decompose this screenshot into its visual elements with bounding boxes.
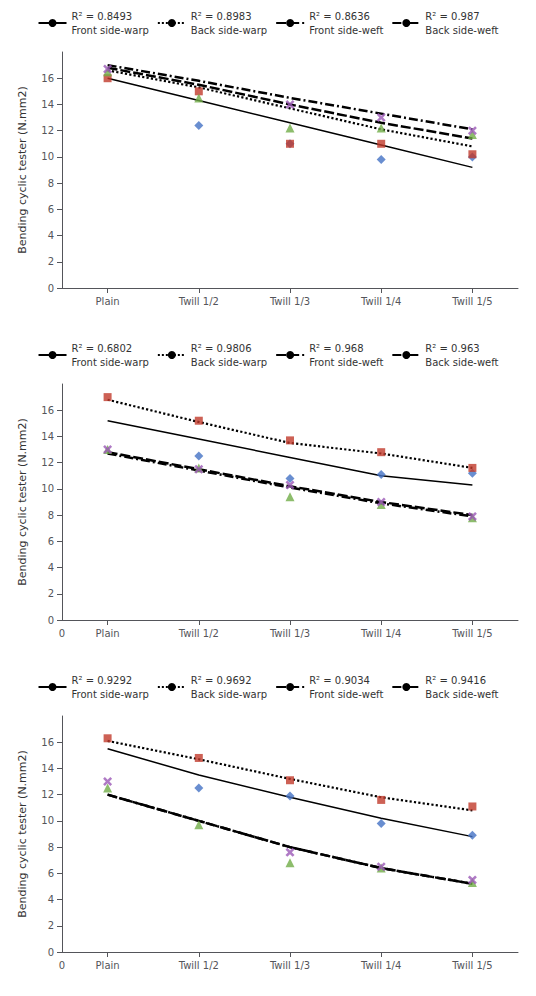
svg-text:6: 6 <box>48 204 54 215</box>
svg-text:0: 0 <box>48 615 54 626</box>
svg-text:12: 12 <box>41 789 54 800</box>
svg-text:Back side-warp: Back side-warp <box>191 357 267 368</box>
svg-text:14: 14 <box>41 763 54 774</box>
svg-text:10: 10 <box>41 815 54 826</box>
svg-text:4: 4 <box>48 562 54 573</box>
svg-text:2: 2 <box>48 256 54 267</box>
svg-text:Front side-weft: Front side-weft <box>309 689 383 700</box>
svg-text:8: 8 <box>48 510 54 521</box>
svg-text:0: 0 <box>59 628 65 639</box>
svg-text:Back side-weft: Back side-weft <box>425 25 498 36</box>
svg-text:Plain: Plain <box>96 960 120 971</box>
svg-text:R² = 0.8983: R² = 0.8983 <box>191 11 252 22</box>
svg-text:Twill 1/3: Twill 1/3 <box>269 296 310 307</box>
svg-text:14: 14 <box>41 99 54 110</box>
svg-text:0: 0 <box>48 947 54 958</box>
svg-text:R² = 0.963: R² = 0.963 <box>425 343 479 354</box>
svg-text:Front side-weft: Front side-weft <box>309 357 383 368</box>
svg-text:Plain: Plain <box>96 628 120 639</box>
svg-text:0: 0 <box>59 960 65 971</box>
svg-text:Twill 1/5: Twill 1/5 <box>451 628 492 639</box>
svg-text:Twill 1/3: Twill 1/3 <box>269 628 310 639</box>
svg-text:6: 6 <box>48 868 54 879</box>
svg-text:Twill 1/4: Twill 1/4 <box>360 296 401 307</box>
svg-text:Twill 1/5: Twill 1/5 <box>451 960 492 971</box>
svg-text:Twill 1/2: Twill 1/2 <box>178 960 219 971</box>
svg-text:4: 4 <box>48 230 54 241</box>
svg-text:R² = 0.8493: R² = 0.8493 <box>72 11 133 22</box>
svg-text:6: 6 <box>48 536 54 547</box>
svg-text:2: 2 <box>48 588 54 599</box>
svg-text:R² = 0.987: R² = 0.987 <box>425 11 479 22</box>
svg-text:8: 8 <box>48 178 54 189</box>
svg-text:14: 14 <box>41 431 54 442</box>
svg-text:Twill 1/3: Twill 1/3 <box>269 960 310 971</box>
svg-text:Twill 1/2: Twill 1/2 <box>178 628 219 639</box>
svg-text:Bending cyclic tester (N.mm2): Bending cyclic tester (N.mm2) <box>16 418 29 586</box>
svg-text:Back side-weft: Back side-weft <box>425 689 498 700</box>
svg-text:Front side-warp: Front side-warp <box>72 357 149 368</box>
svg-text:Bending cyclic tester (N.mm2): Bending cyclic tester (N.mm2) <box>16 86 29 254</box>
svg-text:R² = 0.9416: R² = 0.9416 <box>425 675 486 686</box>
svg-text:R² = 0.968: R² = 0.968 <box>309 343 363 354</box>
svg-text:2: 2 <box>48 920 54 931</box>
svg-text:Plain: Plain <box>96 296 120 307</box>
svg-text:4: 4 <box>48 894 54 905</box>
svg-text:16: 16 <box>41 405 54 416</box>
svg-text:R² = 0.6802: R² = 0.6802 <box>72 343 133 354</box>
svg-text:Back side-weft: Back side-weft <box>425 357 498 368</box>
svg-text:R² = 0.8636: R² = 0.8636 <box>309 11 370 22</box>
svg-text:12: 12 <box>41 457 54 468</box>
svg-text:Front side-warp: Front side-warp <box>72 25 149 36</box>
svg-text:8: 8 <box>48 842 54 853</box>
svg-text:10: 10 <box>41 483 54 494</box>
svg-text:R² = 0.9692: R² = 0.9692 <box>191 675 252 686</box>
svg-text:R² = 0.9292: R² = 0.9292 <box>72 675 133 686</box>
svg-text:Twill 1/5: Twill 1/5 <box>451 296 492 307</box>
svg-text:Twill 1/4: Twill 1/4 <box>360 628 401 639</box>
svg-text:R² = 0.9806: R² = 0.9806 <box>191 343 252 354</box>
svg-text:Back side-warp: Back side-warp <box>191 25 267 36</box>
svg-text:R² = 0.9034: R² = 0.9034 <box>309 675 370 686</box>
svg-text:Front side-warp: Front side-warp <box>72 689 149 700</box>
svg-text:10: 10 <box>41 151 54 162</box>
svg-text:Bending cyclic tester (N.mm2): Bending cyclic tester (N.mm2) <box>16 750 29 918</box>
svg-text:Twill 1/2: Twill 1/2 <box>178 296 219 307</box>
svg-text:12: 12 <box>41 125 54 136</box>
svg-text:Front side-weft: Front side-weft <box>309 25 383 36</box>
svg-text:16: 16 <box>41 737 54 748</box>
svg-text:16: 16 <box>41 73 54 84</box>
svg-text:Twill 1/4: Twill 1/4 <box>360 960 401 971</box>
svg-text:Back side-warp: Back side-warp <box>191 689 267 700</box>
svg-text:0: 0 <box>48 283 54 294</box>
